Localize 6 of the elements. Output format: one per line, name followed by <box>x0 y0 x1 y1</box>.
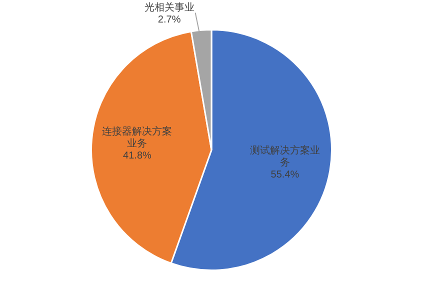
data-label: 41.8% <box>123 150 152 162</box>
slice-label: 光相关事业 <box>144 2 194 14</box>
data-label: 2.7% <box>158 14 181 26</box>
slice-label: 测试解决方案业务 <box>250 144 320 168</box>
data-label: 55.4% <box>270 169 300 180</box>
slice-label: 连接器解决方案业务 <box>102 125 172 150</box>
